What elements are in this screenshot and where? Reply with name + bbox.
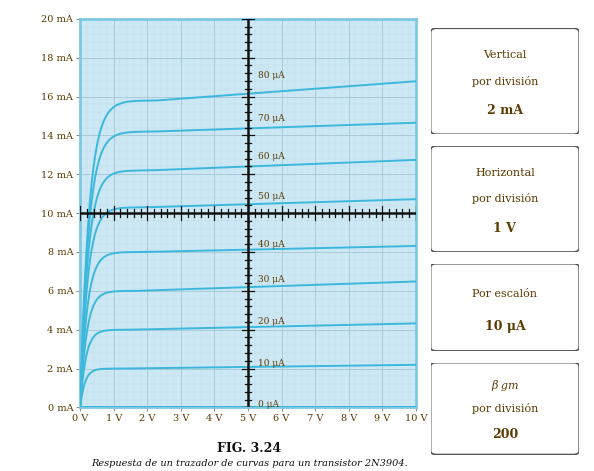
Text: 60 μA: 60 μA	[258, 152, 285, 161]
Text: 30 μA: 30 μA	[258, 275, 285, 284]
Text: β gm: β gm	[491, 380, 519, 391]
Text: 40 μA: 40 μA	[258, 240, 285, 249]
Text: Horizontal: Horizontal	[475, 168, 535, 178]
FancyBboxPatch shape	[431, 264, 579, 351]
Text: por división: por división	[472, 403, 538, 414]
Text: por división: por división	[472, 194, 538, 204]
Text: Vertical: Vertical	[483, 50, 527, 60]
FancyBboxPatch shape	[431, 363, 579, 455]
Text: 80 μA: 80 μA	[258, 71, 285, 80]
Text: 20 μA: 20 μA	[258, 317, 285, 326]
FancyBboxPatch shape	[431, 28, 579, 134]
Text: 200: 200	[492, 428, 518, 441]
Text: 2 mA: 2 mA	[487, 105, 523, 117]
Text: 0 μA: 0 μA	[258, 400, 279, 409]
Text: Por escalón: Por escalón	[472, 289, 538, 299]
FancyBboxPatch shape	[431, 146, 579, 252]
Text: por división: por división	[472, 76, 538, 87]
Text: Respuesta de un trazador de curvas para un transistor 2N3904.: Respuesta de un trazador de curvas para …	[91, 459, 408, 468]
Text: 1 V: 1 V	[494, 222, 516, 235]
Text: 10 μA: 10 μA	[258, 359, 285, 368]
Text: FIG. 3.24: FIG. 3.24	[217, 442, 282, 455]
Text: 70 μA: 70 μA	[258, 114, 285, 123]
Text: 10 μA: 10 μA	[485, 320, 525, 333]
Text: 50 μA: 50 μA	[258, 192, 285, 201]
